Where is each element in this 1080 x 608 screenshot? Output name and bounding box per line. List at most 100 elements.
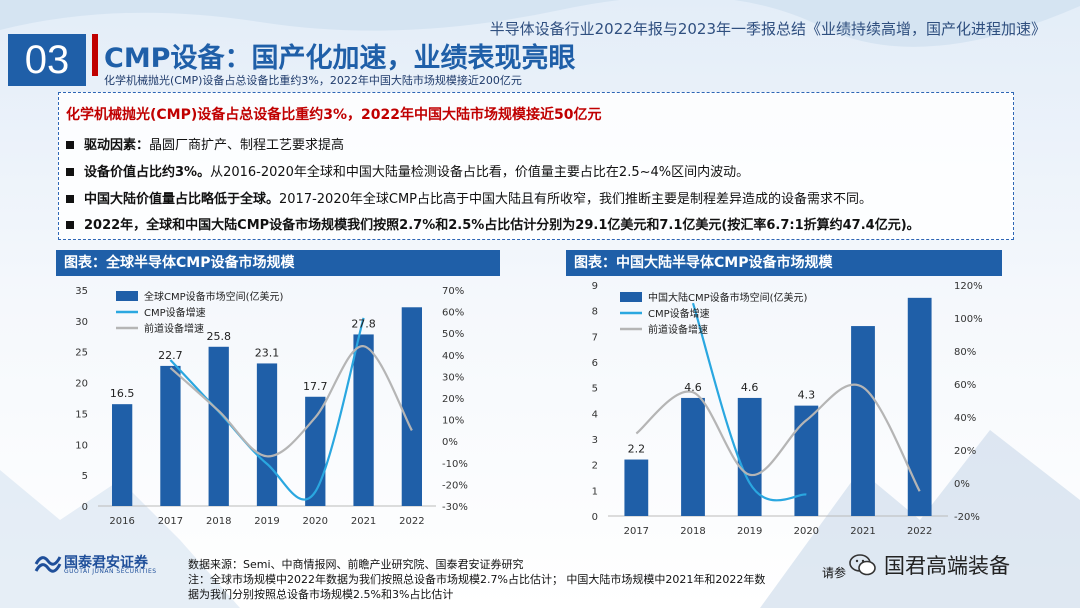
summary-bullet-3: 中国大陆价值量占比略低于全球。2017-2020年全球CMP占比高于中国大陆且有…: [66, 188, 872, 207]
y-tick-label: 2: [592, 461, 598, 472]
summary-heading: 化学机械抛光(CMP)设备占总设备比重约3%，2022年中国大陆市场规模接近50…: [66, 107, 602, 123]
bullet-bold: 2022年，全球和中国大陆CMP设备市场规模我们按照2.7%和2.5%占比估计分…: [84, 218, 920, 233]
source-line-1: 数据来源：Semi、中商情报网、前瞻产业研究院、国泰君安证券研究: [188, 558, 524, 571]
source-line-3: 据为我们分别按照总设备市场规模2.5%和3%占比估计: [188, 588, 454, 601]
y-tick-label: 5: [82, 471, 88, 482]
line-CMP设备增速: [691, 302, 807, 502]
bullet-bold: 中国大陆价值量占比略低于全球。: [84, 192, 280, 207]
y-tick-label: 35: [75, 286, 88, 297]
bar-data-label: 4.6: [741, 381, 759, 394]
bar-2020: [794, 405, 819, 516]
bullet-text: 从2016-2020年全球和中国大陆量检测设备占比看，价值量主要占比在2.5~4…: [210, 165, 750, 180]
bar-data-label: 2.2: [628, 443, 646, 456]
guotai-junan-logo-icon: [34, 556, 62, 573]
y-tick-label: 25: [75, 348, 88, 359]
summary-bullet-1: 驱动因素：晶圆厂商扩产、制程工艺要求提高: [66, 134, 344, 153]
bullet-square-icon: [66, 194, 74, 203]
x-tick-label: 2022: [907, 526, 932, 537]
bar-2019: [737, 397, 762, 516]
line-前道设备增速: [635, 383, 921, 492]
bar-data-label: 4.3: [798, 389, 816, 402]
y2-tick-label: 10%: [442, 416, 464, 427]
bar-2021: [353, 334, 374, 506]
bar-data-label: 22.7: [158, 349, 183, 362]
y2-tick-label: 30%: [442, 372, 464, 383]
bar-2017: [624, 459, 649, 516]
y2-tick-label: 40%: [954, 413, 976, 424]
x-tick-label: 2018: [206, 516, 231, 527]
x-tick-label: 2019: [254, 516, 279, 527]
y-tick-label: 5: [592, 384, 598, 395]
bar-data-label: 16.5: [110, 387, 134, 400]
legend-swatch: [116, 291, 138, 301]
y-tick-label: 8: [592, 307, 598, 318]
x-tick-label: 2017: [624, 526, 649, 537]
bullet-bold: 设备价值占比约3%。: [84, 165, 211, 180]
y-tick-label: 4: [592, 409, 598, 420]
y2-tick-label: 60%: [442, 308, 464, 319]
legend-swatch: [620, 292, 642, 302]
page-subtitle: 化学机械抛光(CMP)设备占总设备比重约3%，2022年中国大陆市场规模接近20…: [104, 74, 522, 87]
y-tick-label: 6: [592, 358, 598, 369]
bar-data-label: 17.7: [303, 380, 328, 393]
x-tick-label: 2017: [158, 516, 183, 527]
bar-2017: [160, 365, 181, 506]
y2-tick-label: 40%: [442, 351, 464, 362]
global-cmp-chart: 0 5 10 15 20 25 30 35 -30% -20% -10% 0% 10% 20% 30% 40%…: [75, 286, 468, 527]
x-tick-label: 2021: [351, 516, 376, 527]
bullet-square-icon: [66, 140, 74, 149]
logo-subtitle: GUOTAI JUNAN SECURITIES: [64, 568, 157, 575]
line-前道设备增速: [169, 345, 413, 458]
legend-label: CMP设备增速: [144, 306, 206, 319]
bullet-text: 2017-2020年全球CMP占比高于中国大陆且有所收窄，我们推断主要是制程差异…: [279, 192, 873, 207]
y2-tick-label: 80%: [954, 347, 976, 358]
y-tick-label: 9: [592, 281, 598, 292]
y-tick-label: 0: [82, 502, 88, 513]
bar-data-label: 23.1: [255, 346, 280, 359]
bar-2021: [851, 326, 875, 516]
y2-tick-label: 20%: [442, 394, 464, 405]
summary-box: [58, 92, 1014, 240]
bar-data-label: 25.8: [206, 330, 231, 343]
y-tick-label: 3: [592, 435, 598, 446]
bullet-bold: 驱动因素：: [84, 138, 150, 153]
watermark-text: 国君高端装备: [884, 554, 1010, 578]
y2-tick-label: -30%: [442, 502, 468, 513]
bar-2020: [305, 396, 326, 506]
china-cmp-chart: 0 1 2 3 4 5 6 7 8 9 -20% 0% 20% 40% 60% 80% 100% 120% 2017…: [592, 281, 983, 537]
bullet-text: 晶圆厂商扩产、制程工艺要求提高: [149, 138, 345, 153]
bar-2022: [401, 307, 422, 506]
x-tick-label: 2016: [109, 516, 134, 527]
bar-2019: [256, 363, 278, 506]
section-number: 03: [8, 34, 86, 86]
y-tick-label: 20: [75, 379, 88, 390]
bar-2016: [112, 404, 133, 506]
title-accent-bar: [92, 34, 98, 76]
y2-tick-label: 70%: [442, 286, 464, 297]
summary-bullet-4: 2022年，全球和中国大陆CMP设备市场规模我们按照2.7%和2.5%占比估计分…: [66, 214, 920, 233]
y-tick-label: 30: [75, 317, 88, 328]
summary-bullet-2: 设备价值占比约3%。从2016-2020年全球和中国大陆量检测设备占比看，价值量…: [66, 161, 749, 180]
y-tick-label: 1: [592, 486, 598, 497]
left-chart-title: 图表：全球半导体CMP设备市场规模: [56, 250, 500, 276]
source-line-2: 注：全球市场规模中2022年数据为我们按照总设备市场规模2.7%占比估计； 中国…: [188, 573, 766, 586]
y2-tick-label: 60%: [954, 380, 976, 391]
wechat-icon: [849, 554, 876, 576]
y2-tick-label: 120%: [954, 281, 983, 292]
logo-name: 国泰君安证券: [64, 555, 148, 571]
bullet-square-icon: [66, 167, 74, 176]
y2-tick-label: -10%: [442, 459, 468, 470]
y-tick-label: 0: [592, 512, 598, 523]
bar-2022: [907, 297, 932, 516]
y2-tick-label: -20%: [954, 512, 980, 523]
y2-tick-label: 100%: [954, 314, 983, 325]
y-tick-label: 15: [75, 409, 88, 420]
bullet-square-icon: [66, 220, 74, 229]
report-caption: 半导体设备行业2022年报与2023年一季报总结《业绩持续高增，国产化进程加速》: [489, 20, 1046, 38]
x-tick-label: 2019: [737, 526, 762, 537]
page-title: CMP设备：国产化加速，业绩表现亮眼: [104, 43, 576, 74]
y-tick-label: 7: [592, 332, 598, 343]
x-tick-label: 2021: [850, 526, 875, 537]
right-chart-title: 图表：中国大陆半导体CMP设备市场规模: [566, 250, 1002, 276]
y2-tick-label: -20%: [442, 480, 468, 491]
